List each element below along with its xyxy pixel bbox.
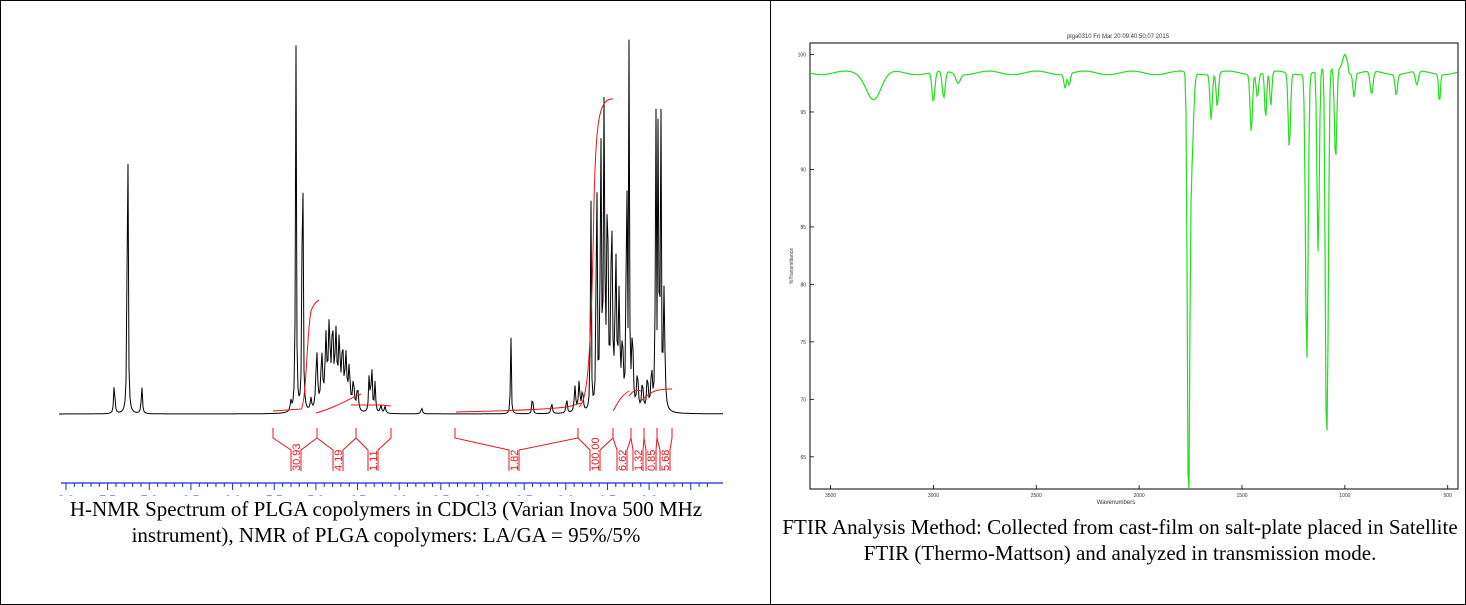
nmr-integral-bracket-8	[656, 428, 673, 471]
table-border-top	[0, 0, 1466, 1]
nmr-axis-label: 1.5	[599, 493, 616, 496]
nmr-integral-value: 6.62	[617, 450, 629, 471]
ftir-x-tick-label: 2500	[1031, 493, 1042, 499]
ftir-y-tick-label: 80	[800, 282, 806, 288]
nmr-axis-label: 8.0	[58, 493, 75, 496]
ftir-y-tick-label: 100	[798, 52, 807, 58]
ftir-y-tick-label: 95	[800, 110, 806, 116]
ftir-y-tick-label: 90	[800, 167, 806, 173]
nmr-integral-curve-7	[640, 388, 673, 402]
nmr-integral-value: 1.82	[509, 450, 521, 471]
ftir-x-tick-label: 1000	[1339, 493, 1350, 499]
ftir-caption: FTIR Analysis Method: Collected from cas…	[782, 515, 1458, 565]
nmr-ppm-axis: 8.0 7.5 7.0 6.5 6.0 5.5 5.0 4.5 4.0 3.5 3.0 2.5 2.0 1…	[58, 482, 724, 496]
nmr-integral-curve-4	[578, 98, 613, 408]
ftir-x-tick-label: 1500	[1236, 493, 1247, 499]
ftir-y-tick-label: 70	[800, 397, 806, 403]
ftir-xlabel: Wavenumbers	[1097, 500, 1135, 506]
table-divider	[770, 0, 771, 605]
nmr-axis-label: 4.5	[349, 493, 366, 496]
ftir-trace	[809, 53, 1459, 490]
ftir-y-tick-label: 75	[800, 340, 806, 346]
nmr-axis-label: 4.0	[391, 493, 408, 496]
ftir-spectrum: plga0310 Fri Mar 20 09:40:50:07 2015 100…	[789, 34, 1459, 506]
ftir-y-tick-label: 85	[800, 225, 806, 231]
nmr-integral-curve-5	[612, 390, 630, 412]
nmr-integral-value: 30.93	[291, 443, 303, 471]
nmr-axis-label: 3.0	[474, 493, 491, 496]
ftir-ylabel: %Transmittance	[789, 248, 795, 284]
nmr-integral-brackets: 30.93 4.19 1.11 1.82 100.00 6.62 1.32 0.85 5.68	[272, 428, 673, 471]
nmr-integral-value: 5.68	[660, 450, 672, 471]
ftir-x-tick-label: 2000	[1134, 493, 1145, 499]
nmr-spectrum: 30.93 4.19 1.11 1.82 100.00 6.62 1.32 0.85 5.68 …	[58, 39, 724, 496]
nmr-axis-label: 7.5	[99, 493, 116, 496]
nmr-axis-label: 2.5	[516, 493, 533, 496]
nmr-integral-curve-0	[272, 299, 320, 412]
ftir-y-axis: 100 95 90 85 80 75 70 65	[798, 52, 814, 461]
nmr-integral-value: 4.19	[333, 450, 345, 471]
nmr-axis-label: 7.0	[141, 493, 158, 496]
nmr-axis-label: 6.0	[224, 493, 241, 496]
nmr-integral-value: 1.32	[633, 450, 645, 471]
nmr-axis-label: 6.5	[183, 493, 200, 496]
nmr-integral-value: 100.00	[590, 437, 602, 471]
ftir-x-tick-label: 3500	[825, 493, 836, 499]
nmr-caption: H-NMR Spectrum of PLGA copolymers in CDC…	[69, 497, 703, 547]
nmr-cell: 30.93 4.19 1.11 1.82 100.00 6.62 1.32 0.85 5.68 …	[1, 1, 770, 604]
ftir-x-tick-label: 3000	[928, 493, 939, 499]
table-border-left	[0, 0, 1, 605]
ftir-cell: plga0310 Fri Mar 20 09:40:50:07 2015 100…	[771, 1, 1465, 604]
nmr-integral-value: 0.85	[646, 450, 658, 471]
nmr-integral-curve-1	[315, 393, 362, 414]
ftir-plot-frame	[809, 42, 1459, 490]
nmr-axis-label: 2.0	[557, 493, 574, 496]
nmr-integral-curve-2	[351, 404, 392, 407]
nmr-axis-label: 5.0	[308, 493, 325, 496]
nmr-integral-bracket-2	[355, 428, 392, 471]
nmr-integral-curves	[272, 98, 673, 414]
ftir-x-tick-label: 500	[1444, 493, 1453, 499]
ftir-y-tick-label: 65	[800, 455, 806, 461]
nmr-integral-value: 1.11	[368, 450, 380, 471]
nmr-axis-label: 5.5	[266, 493, 283, 496]
ftir-x-axis: 3500 3000 2500 2000 1500 1000 500	[825, 485, 1452, 499]
nmr-axis-label: 1.0	[641, 493, 658, 496]
nmr-trace	[59, 39, 723, 415]
nmr-axis-label: 3.5	[433, 493, 450, 496]
nmr-axis-unit: ppm	[698, 493, 723, 496]
ftir-title: plga0310 Fri Mar 20 09:40:50:07 2015	[1067, 34, 1170, 40]
nmr-integral-curve-3	[455, 402, 582, 413]
nmr-integral-curve-6	[628, 389, 642, 397]
